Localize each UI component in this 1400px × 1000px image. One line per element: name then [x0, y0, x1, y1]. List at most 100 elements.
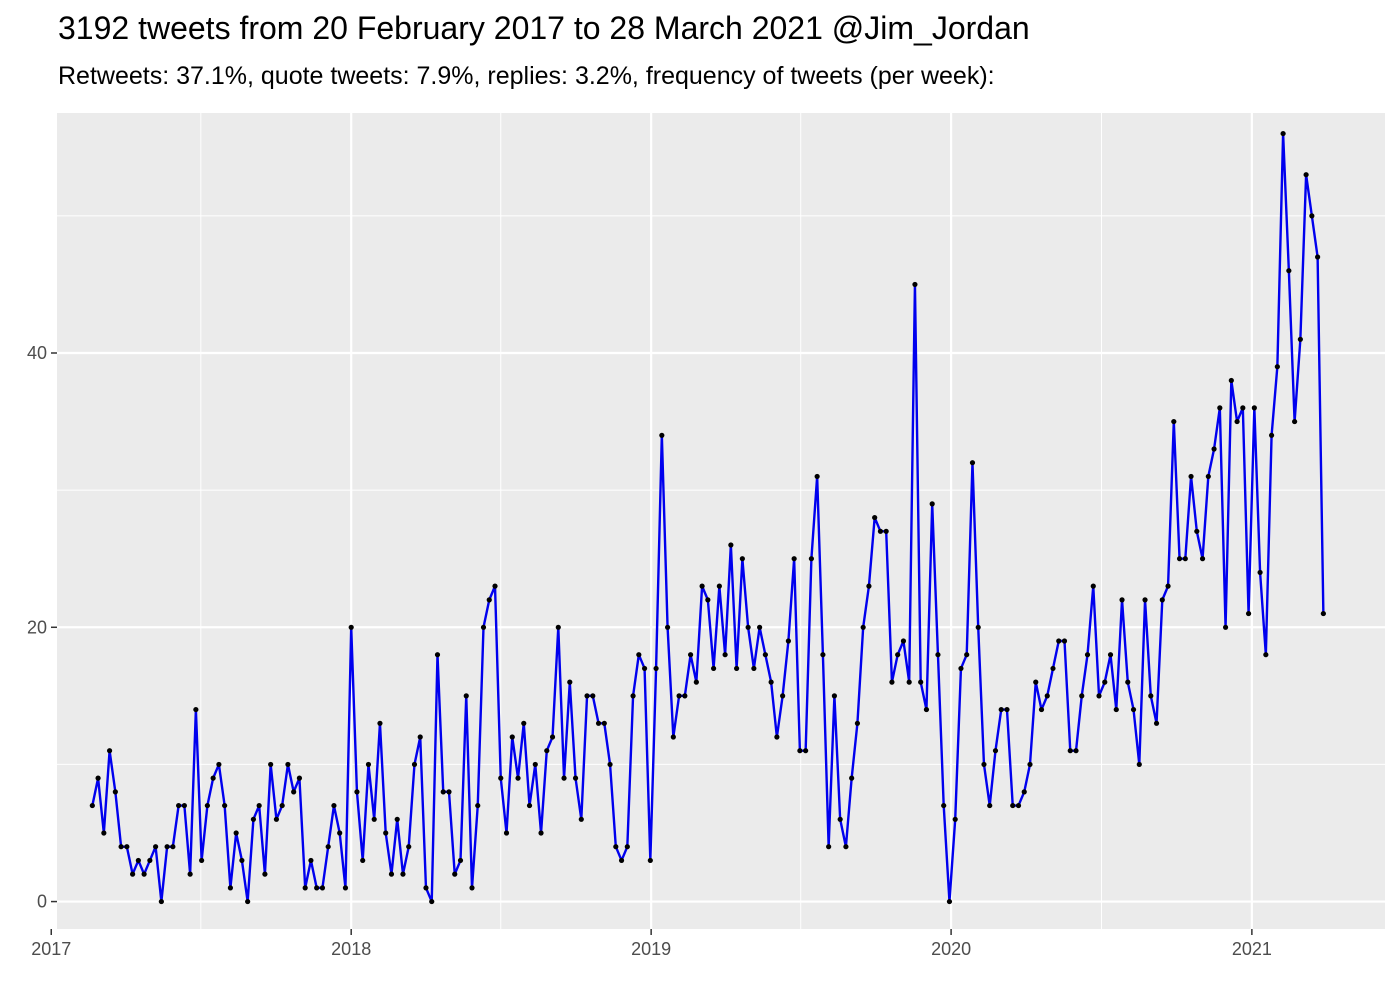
data-point	[699, 583, 705, 589]
data-point	[250, 816, 257, 822]
data-point	[181, 802, 187, 809]
data-point	[1079, 693, 1085, 699]
data-point	[549, 734, 556, 740]
data-point	[659, 432, 665, 438]
data-point	[849, 775, 855, 781]
data-point	[866, 583, 872, 589]
data-point	[509, 734, 515, 740]
data-point	[371, 816, 377, 822]
data-point	[486, 597, 492, 603]
data-point	[89, 802, 95, 809]
data-point	[757, 624, 763, 630]
data-point	[1153, 720, 1160, 726]
data-point	[664, 624, 671, 630]
data-point	[457, 857, 464, 864]
data-point	[1274, 364, 1280, 370]
data-point	[1297, 336, 1303, 342]
data-point	[383, 830, 389, 836]
data-point	[1136, 761, 1142, 768]
data-point	[883, 528, 889, 534]
data-point	[820, 652, 826, 658]
data-point	[636, 652, 642, 658]
data-point	[1268, 432, 1275, 438]
data-point	[734, 665, 740, 672]
data-point	[1096, 693, 1102, 699]
data-point	[227, 885, 233, 891]
data-point	[1194, 528, 1200, 534]
data-point	[1090, 583, 1096, 589]
data-point	[417, 734, 423, 740]
chart-subtitle: Retweets: 37.1%, quote tweets: 7.9%, rep…	[58, 62, 995, 90]
data-point	[958, 665, 964, 672]
data-point	[906, 679, 912, 685]
data-point	[1056, 638, 1062, 644]
data-point	[141, 871, 147, 877]
data-point	[895, 652, 901, 658]
x-tick-label: 2021	[1232, 939, 1272, 959]
data-point	[153, 844, 159, 850]
data-point	[601, 720, 607, 726]
data-point	[1004, 706, 1010, 713]
data-point	[935, 652, 941, 658]
data-point	[337, 830, 343, 836]
data-point	[279, 802, 285, 809]
data-point	[1315, 254, 1321, 260]
data-point	[555, 624, 561, 630]
data-point	[751, 665, 757, 672]
data-point	[1067, 748, 1073, 754]
data-point	[199, 857, 205, 864]
data-point	[826, 844, 832, 850]
data-point	[889, 679, 895, 685]
data-point	[831, 693, 838, 699]
data-point	[711, 665, 717, 672]
data-point	[584, 693, 590, 699]
data-point	[222, 802, 228, 809]
data-point	[647, 857, 653, 864]
data-point	[526, 802, 533, 809]
data-point	[1199, 556, 1206, 562]
data-point	[1038, 706, 1045, 713]
data-point	[377, 720, 383, 726]
data-point	[1148, 693, 1154, 699]
data-point	[239, 857, 245, 864]
data-point	[728, 542, 734, 548]
data-point	[607, 761, 613, 768]
data-point	[124, 844, 130, 850]
data-point	[434, 652, 441, 658]
data-point	[176, 802, 182, 809]
data-point	[1205, 473, 1211, 480]
data-point	[325, 844, 331, 850]
data-point	[440, 789, 446, 795]
data-point	[394, 816, 400, 822]
series-layer	[89, 130, 1326, 905]
grid-major	[50, 113, 1385, 929]
data-point	[1222, 624, 1229, 630]
data-point	[1027, 761, 1033, 768]
data-point	[1130, 706, 1137, 713]
data-point	[1234, 418, 1240, 425]
data-point	[273, 816, 280, 822]
data-point	[774, 734, 780, 740]
data-point	[1044, 693, 1050, 699]
data-point	[1010, 802, 1016, 809]
data-point	[682, 693, 688, 699]
data-point	[808, 556, 815, 562]
data-point	[1320, 610, 1326, 617]
data-point	[975, 624, 981, 630]
data-point	[1182, 556, 1188, 562]
data-point	[469, 885, 475, 891]
data-point	[170, 844, 176, 850]
data-point	[187, 871, 193, 877]
data-point	[1251, 405, 1257, 411]
data-point	[791, 556, 797, 562]
data-point	[342, 885, 349, 891]
data-point	[411, 761, 418, 768]
data-point	[296, 775, 303, 781]
data-point	[803, 748, 809, 754]
data-point	[670, 734, 676, 740]
data-point	[308, 857, 314, 864]
data-point	[256, 802, 262, 809]
data-point	[112, 789, 118, 795]
x-tick-label: 2017	[31, 939, 71, 959]
data-point	[1107, 652, 1114, 658]
